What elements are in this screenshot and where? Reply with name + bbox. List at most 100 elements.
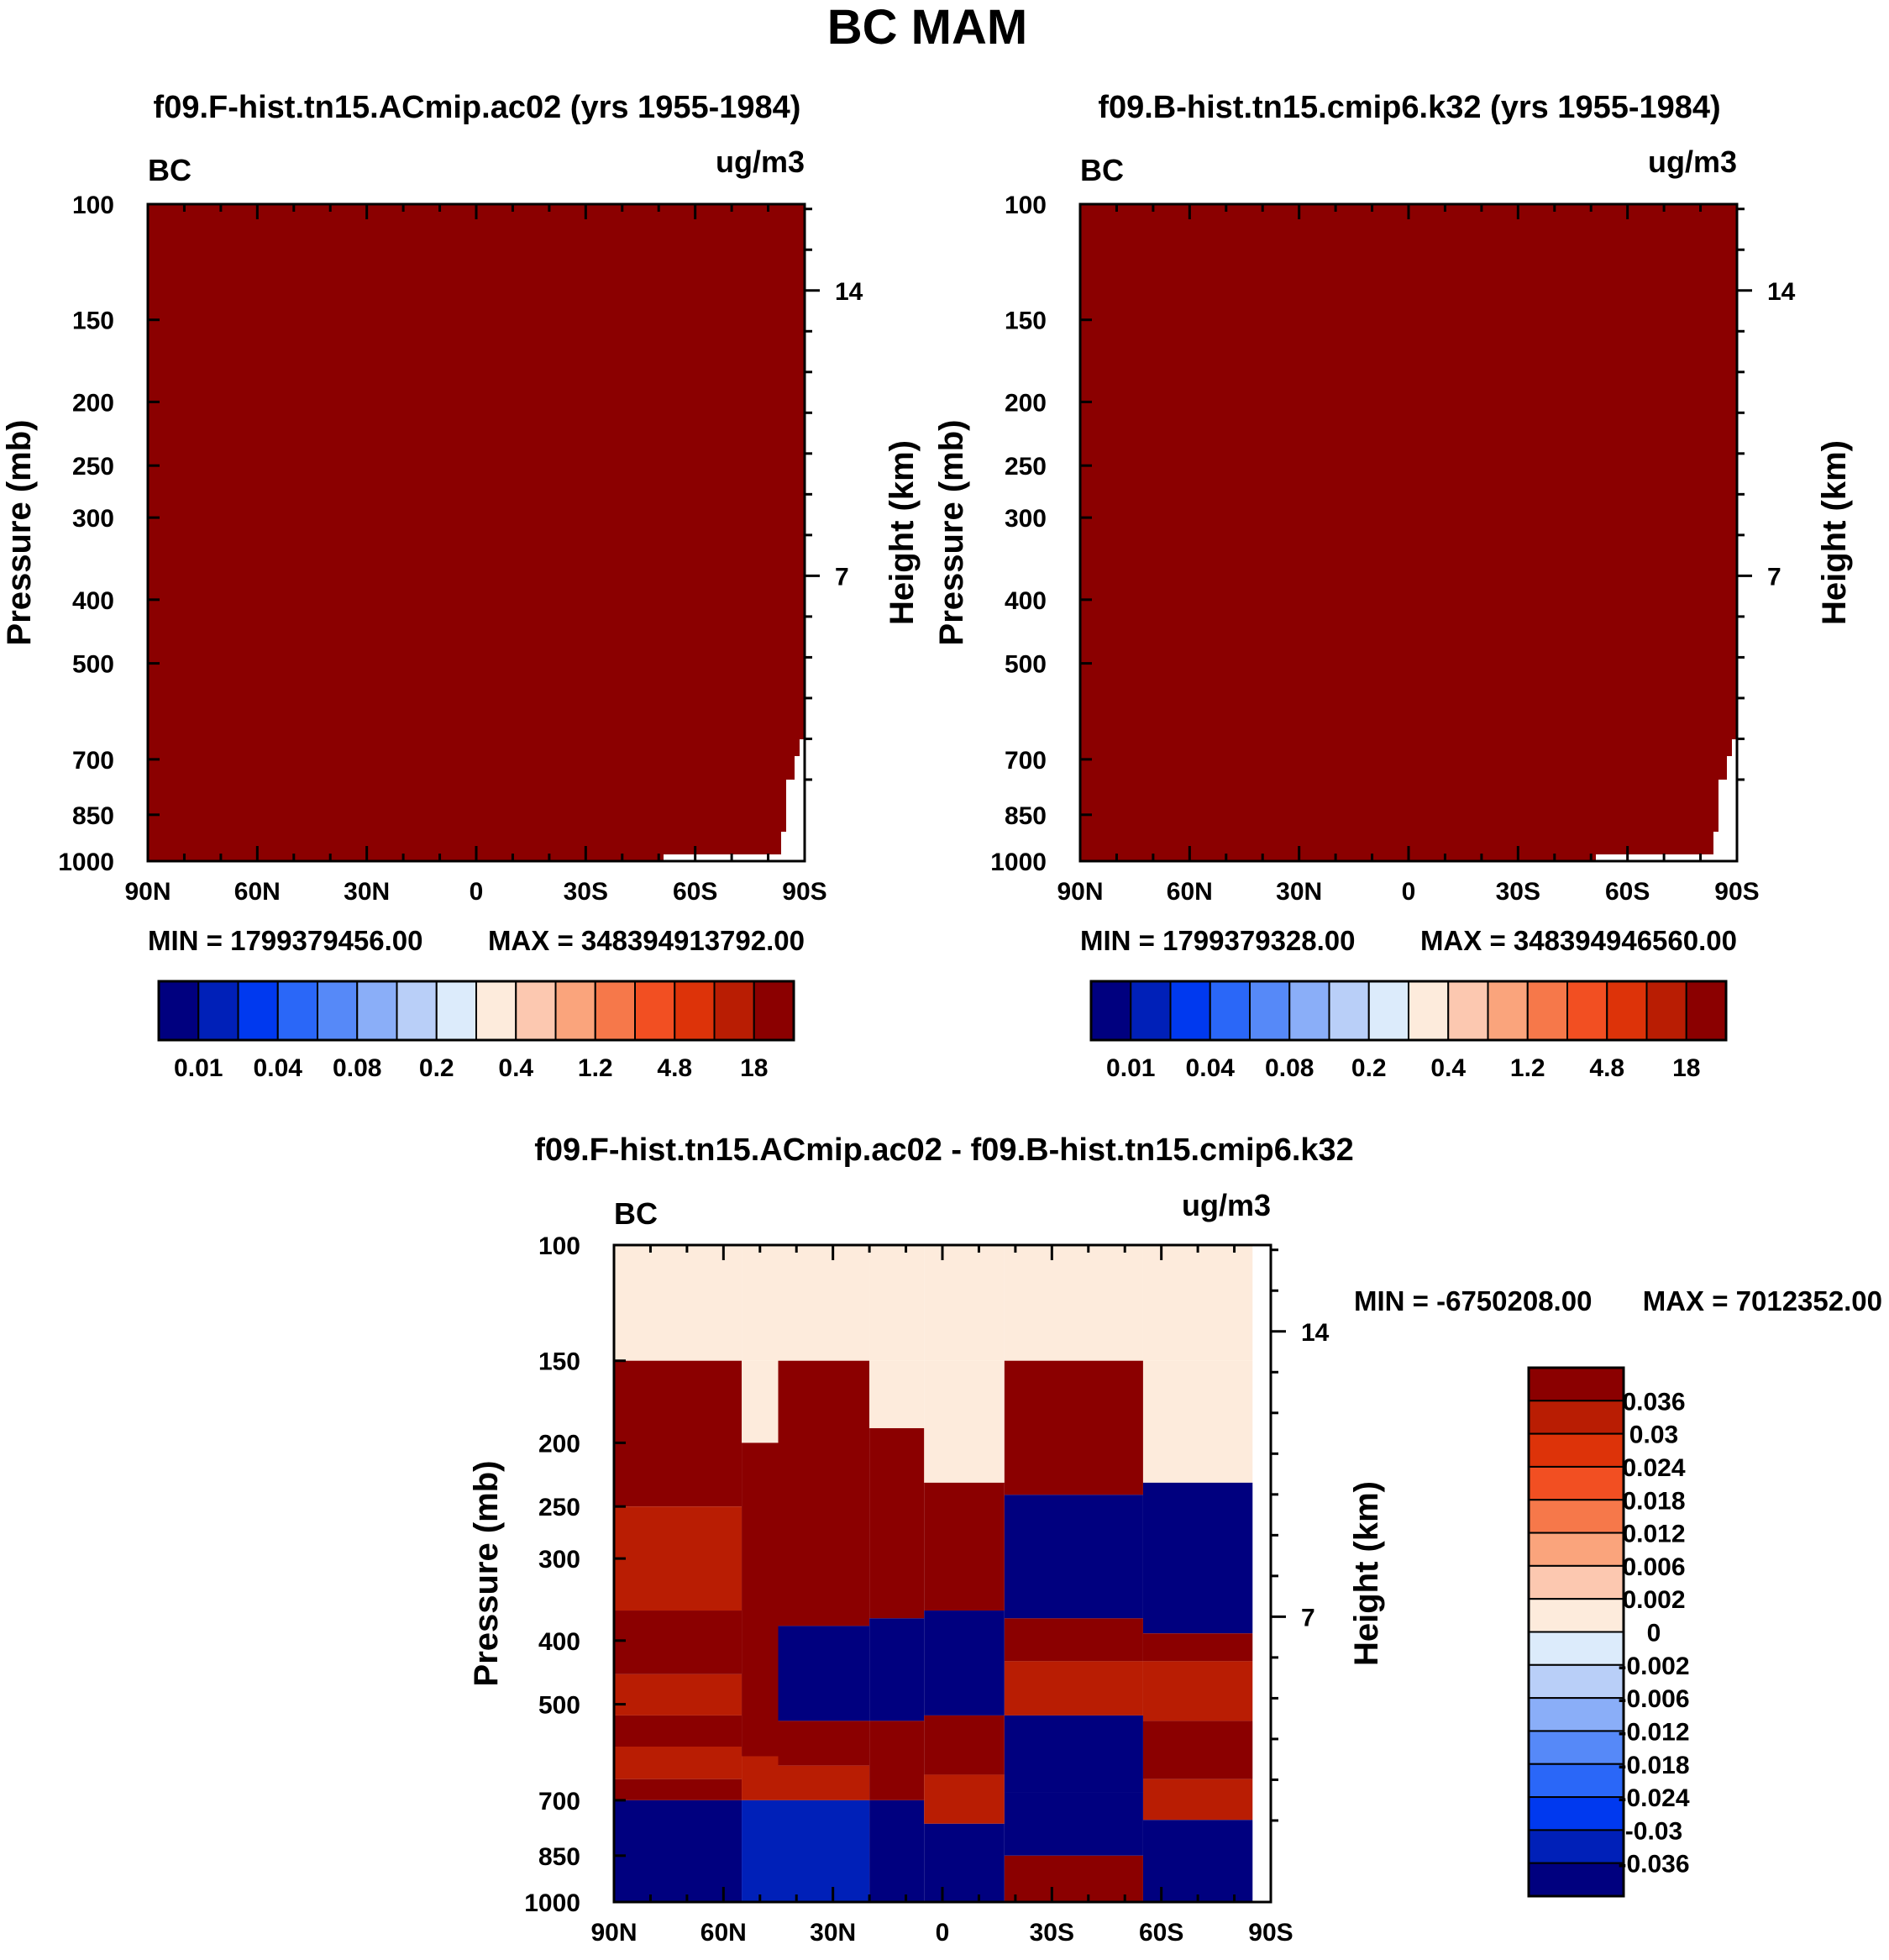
- colorbar-box: [276, 980, 318, 1041]
- field-band: [924, 1482, 1005, 1611]
- colorbar-box: [1528, 1730, 1624, 1765]
- panel-model1-ylabel: Pressure (mb): [1, 420, 38, 646]
- field-band: [614, 1747, 742, 1779]
- field-band: [1004, 1495, 1143, 1619]
- ytick-label: 400: [538, 1628, 580, 1656]
- ytick-label: 700: [72, 747, 114, 775]
- field-band: [778, 1800, 870, 1902]
- field-band: [614, 1779, 742, 1800]
- xtick-label: 0: [1402, 878, 1416, 906]
- ytick-right-label: 14: [835, 278, 863, 306]
- field-band: [869, 1618, 925, 1721]
- xtick-label: 60S: [673, 878, 717, 906]
- colorbar-label: 0.2: [1351, 1054, 1387, 1082]
- colorbar-label: 4.8: [657, 1054, 692, 1082]
- panel-model1-var-label: BC: [148, 153, 192, 187]
- xtick-label: 90N: [124, 878, 171, 906]
- colorbar-label: -0.018: [1618, 1752, 1689, 1779]
- field-band: [614, 1800, 742, 1902]
- field-band: [614, 1506, 742, 1611]
- colorbar-label: 0.4: [1430, 1054, 1466, 1082]
- ytick-right-label: 7: [835, 563, 849, 591]
- colorbar-label: -0.03: [1625, 1817, 1682, 1845]
- panel-model2-units: ug/m3: [1648, 145, 1737, 179]
- field-band: [742, 1442, 779, 1757]
- colorbar-box: [1528, 1796, 1624, 1831]
- ytick-label: 400: [1005, 587, 1047, 615]
- field-band: [614, 1715, 742, 1747]
- xtick-label: 0: [936, 1919, 950, 1947]
- field-band: [1004, 1245, 1143, 1361]
- colorbar-box: [1130, 980, 1172, 1041]
- panel-model1-colorbar: 0.01 0.04 0.08 0.2 0.4 1.2 4.8 18: [157, 980, 795, 1082]
- panel-model2-missing-region: [1596, 739, 1737, 861]
- ytick-label: 500: [1005, 651, 1047, 679]
- field-band: [778, 1721, 870, 1766]
- field-band: [742, 1756, 779, 1800]
- ytick-label: 250: [538, 1494, 580, 1521]
- panel-difference: f09.F-hist.tn15.ACmip.ac02 - f09.B-hist.…: [468, 1132, 1882, 1947]
- ytick-label: 500: [538, 1692, 580, 1720]
- colorbar-box: [1528, 1465, 1624, 1501]
- colorbar-box: [1328, 980, 1370, 1041]
- ytick-label: 250: [1005, 453, 1047, 481]
- xtick-label: 30N: [1276, 878, 1322, 906]
- field-band: [924, 1715, 1005, 1775]
- colorbar-label: 0.01: [1106, 1054, 1155, 1082]
- ytick-label: 100: [1005, 192, 1047, 219]
- field-band: [1004, 1360, 1143, 1495]
- colorbar-frame: [157, 980, 795, 1042]
- ytick-label: 150: [538, 1348, 580, 1376]
- colorbar-label: -0.006: [1618, 1685, 1689, 1713]
- colorbar-box: [1288, 980, 1330, 1041]
- colorbar-label: 0.006: [1622, 1553, 1685, 1581]
- colorbar-box: [1528, 1663, 1624, 1700]
- panel-difference-ylabel-right: Height (km): [1348, 1481, 1385, 1666]
- panel-difference-title: f09.F-hist.tn15.ACmip.ac02 - f09.B-hist.…: [534, 1132, 1354, 1168]
- field-band: [614, 1674, 742, 1716]
- panel-difference-field: [614, 1245, 1271, 1902]
- colorbar-label: 0.2: [419, 1054, 454, 1082]
- xtick-label: 60N: [1167, 878, 1213, 906]
- ytick-label: 850: [538, 1843, 580, 1871]
- colorbar-label: 0.03: [1629, 1421, 1678, 1449]
- ytick-label: 300: [1005, 505, 1047, 533]
- colorbar-label: -0.024: [1618, 1784, 1689, 1812]
- ytick-label: 850: [1005, 802, 1047, 830]
- panel-model1-missing-region: [664, 739, 805, 861]
- colorbar-label: 0.4: [498, 1054, 533, 1082]
- panel-model2-ylabel-right: Height (km): [1816, 440, 1853, 625]
- field-band: [1142, 1360, 1253, 1483]
- field-band: [778, 1765, 870, 1800]
- field-band: [869, 1245, 925, 1361]
- colorbar-label: 0.036: [1622, 1388, 1685, 1416]
- ytick-label: 500: [72, 651, 114, 679]
- ytick-label: 250: [72, 453, 114, 481]
- field-band: [1004, 1792, 1143, 1856]
- colorbar-box: [1249, 980, 1291, 1041]
- colorbar-box: [1606, 980, 1648, 1041]
- panel-model1-units: ug/m3: [716, 145, 805, 179]
- colorbar-box: [1090, 980, 1132, 1041]
- ytick-label: 1000: [990, 849, 1047, 876]
- field-band: [924, 1823, 1005, 1902]
- colorbar-box: [1645, 980, 1687, 1041]
- field-band: [924, 1774, 1005, 1824]
- colorbar-box: [1528, 1862, 1624, 1897]
- colorbar-label: 0.002: [1622, 1586, 1685, 1614]
- colorbar-label: 0: [1647, 1620, 1661, 1647]
- colorbar-label: 18: [740, 1054, 768, 1082]
- field-band: [742, 1245, 779, 1361]
- panel-difference-ylabel: Pressure (mb): [468, 1461, 505, 1687]
- colorbar-label: 0.08: [1265, 1054, 1314, 1082]
- panel-model1-field: [148, 204, 805, 861]
- colorbar-label: 18: [1672, 1054, 1700, 1082]
- field-band: [1142, 1245, 1253, 1361]
- colorbar-box: [1528, 1829, 1624, 1864]
- colorbar-box: [1528, 1499, 1624, 1534]
- colorbar-box: [1685, 980, 1727, 1041]
- field-band: [614, 1360, 742, 1507]
- colorbar-frame: [1089, 980, 1728, 1042]
- xtick-label: 0: [470, 878, 484, 906]
